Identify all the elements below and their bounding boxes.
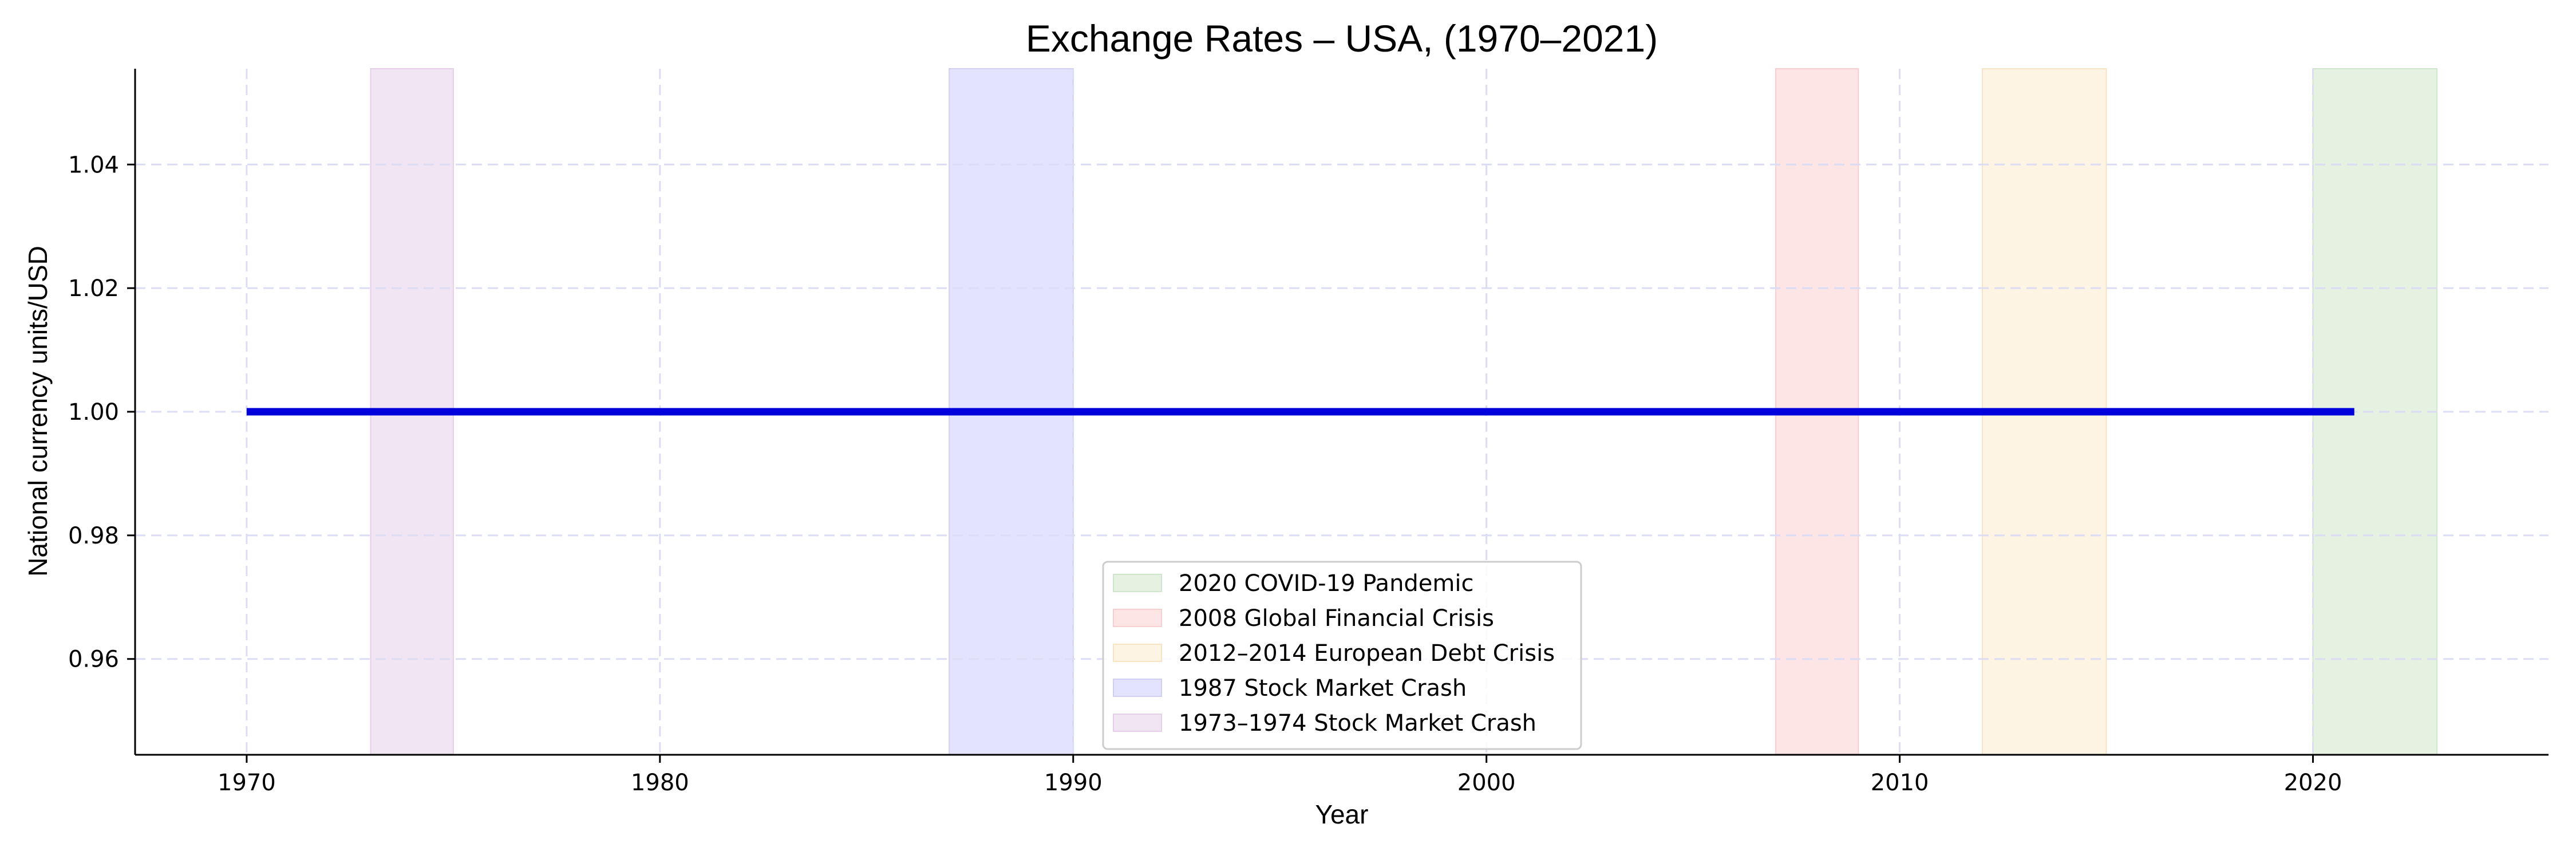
chart-title: Exchange Rates – USA, (1970–2021) [1026, 17, 1658, 60]
x-tick-label-2020: 2020 [2284, 770, 2342, 796]
x-tick-label-1980: 1980 [631, 770, 689, 796]
x-tick-label-1970: 1970 [218, 770, 276, 796]
y-tick-label-4: 1.04 [68, 152, 119, 178]
legend-label-4: 1973–1974 Stock Market Crash [1179, 710, 1536, 736]
legend: 2020 COVID-19 Pandemic 2008 Global Financ… [1102, 561, 1582, 750]
legend-swatch-1 [1113, 609, 1162, 627]
y-tick-label-1: 0.98 [68, 523, 119, 549]
legend-label-0: 2020 COVID-19 Pandemic [1179, 570, 1474, 597]
axes [127, 69, 2549, 763]
legend-label-2: 2012–2014 European Debt Crisis [1179, 640, 1555, 667]
legend-label-3: 1987 Stock Market Crash [1179, 675, 1467, 702]
legend-box [1102, 561, 1582, 750]
x-axis-label: Year [1315, 799, 1369, 829]
x-tick-label-1990: 1990 [1044, 770, 1103, 796]
tick-labels: 1970 1980 1990 2000 2010 2020 0.96 0.98 1.00 1.02… [68, 152, 2342, 796]
legend-swatch-0 [1113, 574, 1162, 592]
x-tick-label-2000: 2000 [1457, 770, 1516, 796]
legend-label-1: 2008 Global Financial Crisis [1179, 605, 1494, 632]
y-tick-label-2: 1.00 [68, 399, 119, 425]
legend-swatch-3 [1113, 679, 1162, 697]
y-tick-label-0: 0.96 [68, 647, 119, 673]
legend-swatch-4 [1113, 714, 1162, 732]
legend-swatch-2 [1113, 644, 1162, 662]
y-axis-label: National currency units/USD [23, 246, 53, 577]
x-tick-label-2010: 2010 [1871, 770, 1929, 796]
y-tick-label-3: 1.02 [68, 275, 119, 302]
